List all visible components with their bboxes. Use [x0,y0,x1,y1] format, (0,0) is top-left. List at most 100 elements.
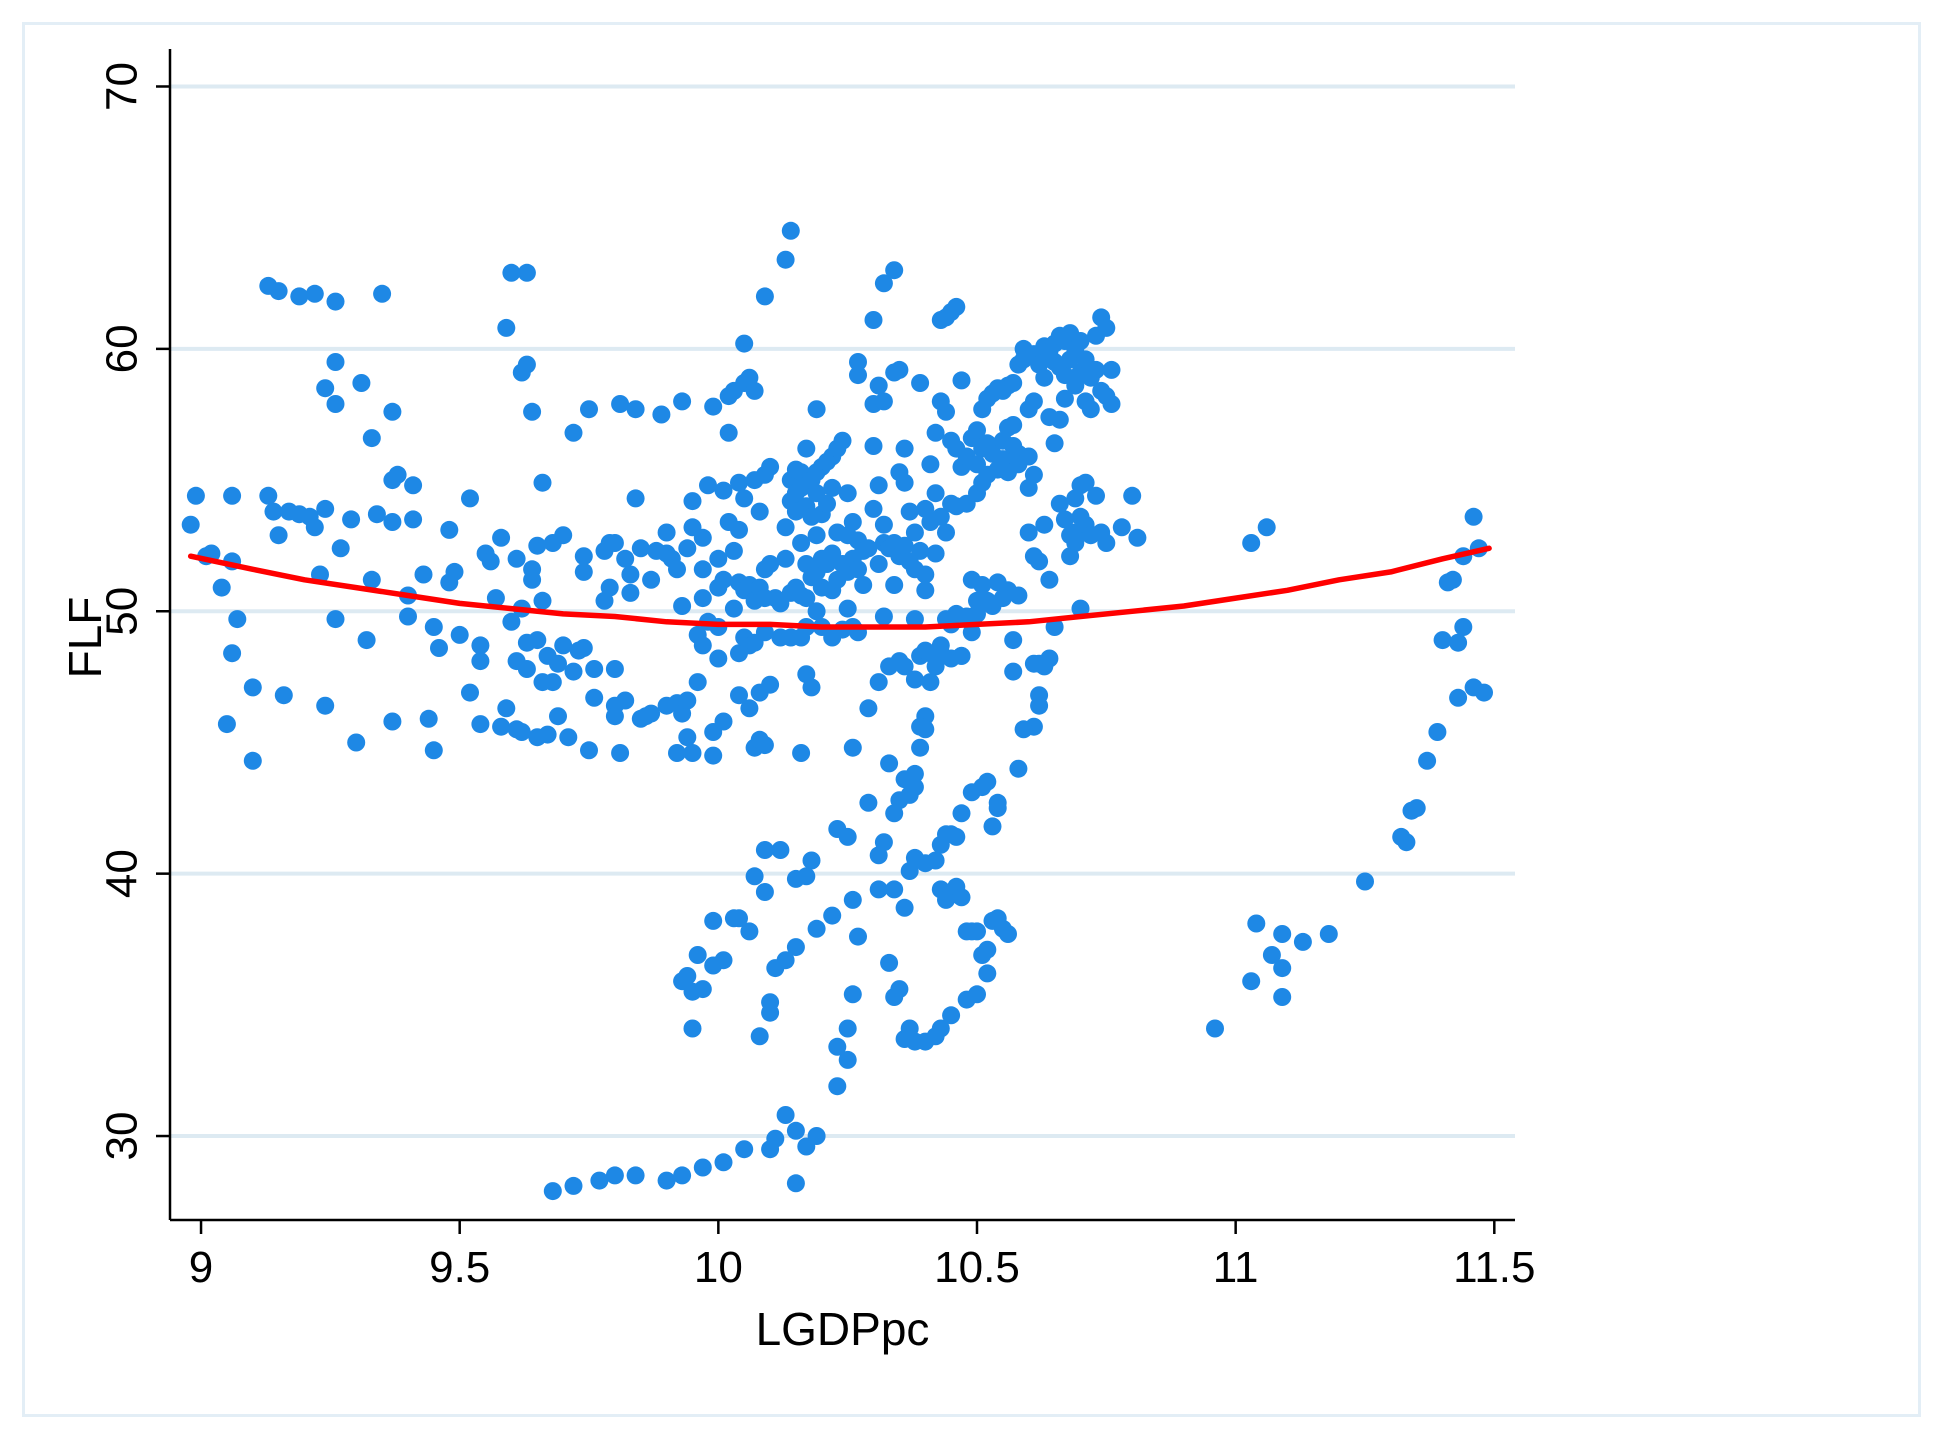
scatter-point [704,956,723,975]
scatter-point [326,292,345,311]
scatter-point [657,523,676,542]
scatter-point [383,513,402,531]
scatter-point [838,1050,857,1069]
scatter-point [223,486,242,505]
scatter-point [523,570,542,589]
scatter-point [755,736,774,755]
scatter-point [430,639,448,657]
scatter-point [1035,515,1054,534]
scatter-point [1319,925,1338,943]
scatter-point [1004,662,1023,681]
scatter-point [1102,360,1121,379]
scatter-point [704,397,723,416]
y-tick-label: 50 [98,587,147,636]
scatter-point [1247,914,1266,933]
scatter-point [347,733,366,752]
scatter-point [709,649,728,668]
scatter-point [626,489,645,508]
scatter-point [1050,410,1069,429]
scatter-point [678,691,697,710]
scatter-point [761,1140,780,1159]
scatter-point [445,562,464,581]
scatter-point [471,715,490,734]
scatter-point [1076,473,1095,492]
scatter-point [1019,523,1038,542]
scatter-point [786,1174,805,1193]
scatter-point [331,539,350,558]
scatter-point [735,489,754,508]
scatter-point [554,636,573,655]
scatter-point [1293,932,1312,951]
scatter-point [471,652,490,671]
scatter-point [911,738,930,757]
scatter-point [771,841,790,859]
scatter-point [668,744,686,762]
scatter-point [616,549,635,568]
scatter-point [916,581,935,600]
scatter-point [461,683,479,702]
scatter-point [605,1166,624,1185]
scatter-point [926,544,945,563]
scatter-point [419,709,438,728]
scatter-point [755,883,774,901]
scatter-point [802,678,821,697]
scatter-point [600,578,619,597]
scatter-point [750,1027,769,1046]
scatter-point [843,985,862,1004]
scatter-point [554,526,573,545]
scatter-point [885,880,904,899]
scatter-point [404,510,423,529]
fit-curve [187,545,1492,630]
scatter-point [849,927,867,946]
y-axis-title: FLF [59,597,111,679]
scatter-point [776,549,795,568]
scatter-point [1004,631,1023,650]
scatter-point [1433,631,1452,650]
scatter-point [678,728,697,747]
scatter-point [1024,392,1043,411]
scatter-point [755,623,774,642]
scatter-point [973,576,992,594]
scatter-point [885,576,904,594]
scatter-point [693,1158,712,1177]
scatter-point [1004,416,1023,434]
scatter-point [978,964,997,983]
scatter-point [1112,518,1131,537]
scatter-point [1009,759,1028,778]
scatter-point [1066,534,1085,552]
scatter-point [1102,395,1121,413]
scatter-point [869,846,888,865]
scatter-point [507,549,526,568]
scatter-point [564,1176,583,1195]
scatter-point [243,751,262,770]
scatter-point [869,476,888,495]
scatter-point [761,457,780,476]
scatter-point [1402,801,1421,820]
scatter-point [900,502,919,521]
scatter-point [704,911,723,930]
scatter-point [838,599,857,618]
scatter-point [693,589,712,608]
scatter-point [755,841,774,859]
scatter-point [869,376,888,395]
scatter-point [1097,534,1116,552]
scatter-point [673,1166,692,1185]
scatter-point [735,334,754,353]
scatter-point [1443,570,1462,589]
scatter-point [890,360,909,379]
scatter-point [766,959,785,978]
scatter-point [1128,528,1147,547]
scatter-point [316,499,335,518]
scatter-point [316,379,335,398]
scatter-point [755,287,774,306]
scatter-point [1273,925,1292,943]
scatter-point [792,534,811,552]
scatter-point [528,631,547,650]
scatter-point [1045,618,1064,636]
scatter-point [926,851,945,870]
scatter-point [1081,400,1100,419]
scatter-point [776,1106,795,1124]
scatter-point [543,1182,562,1201]
scatter-point [1273,988,1292,1006]
scatter-point [564,423,583,442]
